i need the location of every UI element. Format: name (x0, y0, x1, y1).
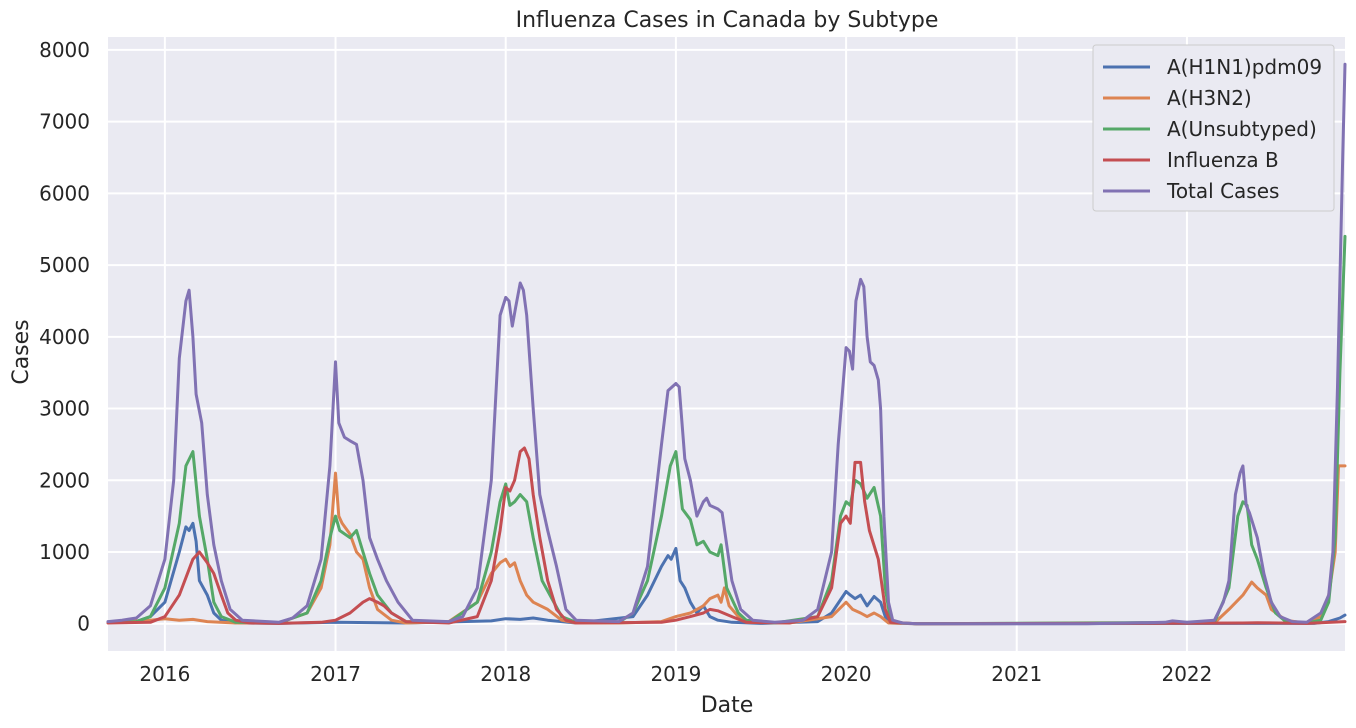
y-tick-label: 5000 (39, 253, 90, 277)
x-tick-label: 2017 (310, 662, 361, 686)
y-tick-label: 8000 (39, 38, 90, 62)
legend-label: A(Unsubtyped) (1167, 117, 1317, 141)
x-tick-label: 2020 (821, 662, 872, 686)
y-tick-label: 6000 (39, 181, 90, 205)
x-tick-label: 2021 (991, 662, 1042, 686)
legend-label: A(H3N2) (1167, 86, 1252, 110)
legend: A(H1N1)pdm09 A(H3N2) A(Unsubtyped) Influenz… (1092, 44, 1335, 212)
legend-label: A(H1N1)pdm09 (1167, 55, 1322, 79)
series-line-total-cases (106, 62, 1347, 626)
series-line-a-h1n1-pdm09 (106, 521, 1347, 626)
x-tick-labels: 2016 2017 2018 2019 2020 2021 2022 (139, 662, 1212, 686)
x-gridlines (163, 37, 1188, 651)
x-tick-label: 2019 (650, 662, 701, 686)
x-tick-label: 2016 (139, 662, 190, 686)
y-tick-label: 3000 (39, 397, 90, 421)
chart-title: Influenza Cases in Canada by Subtype (516, 8, 939, 33)
legend-box (1092, 44, 1335, 212)
legend-label: Total Cases (1166, 179, 1279, 203)
y-tick-label: 7000 (39, 110, 90, 134)
y-axis-title: Cases (9, 319, 34, 384)
y-tick-label: 2000 (39, 468, 90, 492)
y-tick-label: 0 (77, 612, 90, 636)
legend-label: Influenza B (1167, 148, 1279, 172)
y-tick-labels: 0 1000 2000 3000 4000 5000 6000 7000 8000 (39, 38, 90, 636)
x-tick-label: 2022 (1161, 662, 1212, 686)
y-tick-label: 1000 (39, 540, 90, 564)
y-tick-label: 4000 (39, 325, 90, 349)
x-axis-title: Date (701, 693, 754, 718)
series-lines (106, 62, 1347, 626)
x-tick-label: 2018 (480, 662, 531, 686)
